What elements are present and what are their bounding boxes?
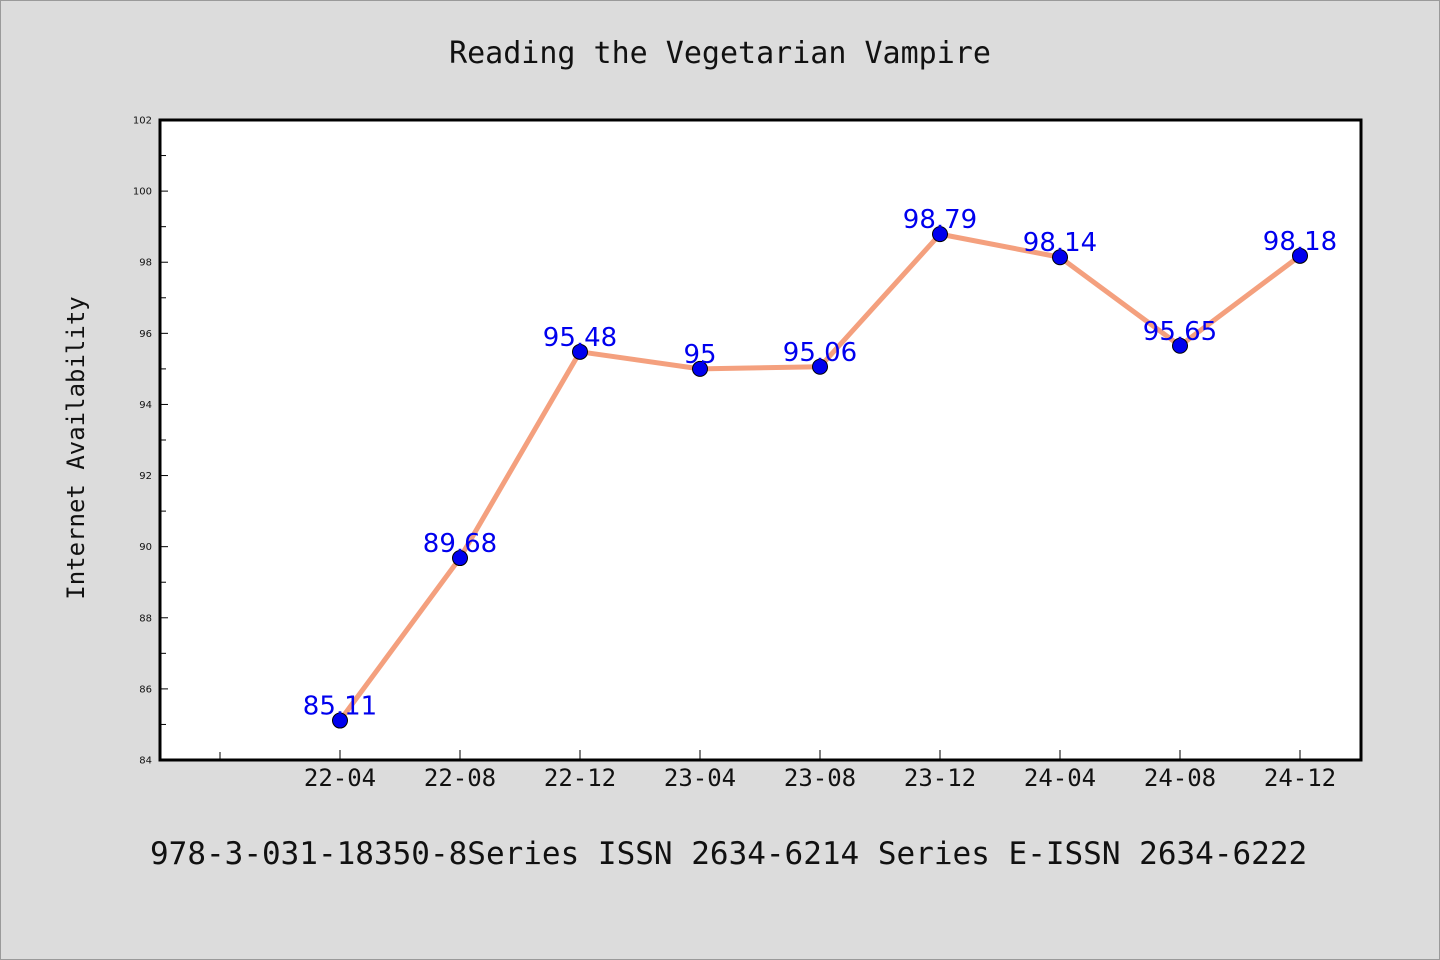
data-point <box>332 712 348 729</box>
y-tick-label: 94 <box>139 400 152 411</box>
y-axis-label: Internet Availability <box>62 296 90 599</box>
data-point <box>812 358 828 375</box>
plot-border <box>158 118 1363 762</box>
y-tick-label: 100 <box>133 187 152 198</box>
y-tick-label: 84 <box>139 756 152 767</box>
x-tick-label: 22-08 <box>424 764 496 792</box>
data-point <box>1172 337 1188 354</box>
data-label: 85.11 <box>303 692 377 722</box>
data-point <box>932 226 948 243</box>
data-label: 95.48 <box>543 323 617 353</box>
y-tick-label: 96 <box>139 329 152 340</box>
data-label: 98.79 <box>903 205 977 235</box>
caption: 978-3-031-18350-8Series ISSN 2634-6214 S… <box>150 836 1307 872</box>
data-point <box>452 550 468 567</box>
x-tick-label: 23-12 <box>904 764 976 792</box>
data-label: 98.14 <box>1023 228 1097 258</box>
x-tick-label: 22-04 <box>304 764 376 792</box>
plot-area <box>160 120 1361 760</box>
y-tick-label: 102 <box>133 116 152 127</box>
data-label: 95.06 <box>783 338 857 368</box>
x-tick-label: 24-08 <box>1144 764 1216 792</box>
y-tick-label: 90 <box>139 542 152 553</box>
y-tick-label: 92 <box>139 471 152 482</box>
series-layer <box>332 226 1308 729</box>
chart-title: Reading the Vegetarian Vampire <box>449 36 991 71</box>
x-tick-label: 23-08 <box>784 764 856 792</box>
y-tick-label: 88 <box>139 613 152 624</box>
data-label: 95 <box>683 340 716 370</box>
x-tick-label: 23-04 <box>664 764 736 792</box>
data-label: 95.65 <box>1143 317 1217 347</box>
x-tick-label: 22-12 <box>544 764 616 792</box>
data-point <box>1052 249 1068 266</box>
x-axis: 22-04 22-08 22-12 23-04 23-08 23-12 24-04 24-08… <box>219 750 1336 792</box>
data-point <box>572 343 588 360</box>
y-tick-label: 98 <box>139 258 152 269</box>
x-tick-label: 24-12 <box>1264 764 1336 792</box>
y-tick-label: 86 <box>139 684 152 695</box>
data-point <box>692 360 708 377</box>
data-point <box>1292 247 1308 264</box>
data-label: 89.68 <box>423 529 497 559</box>
data-labels: 85.11 89.68 95.48 95 95.06 98.79 98.14 95.65 98.… <box>303 205 1337 721</box>
data-label: 98.18 <box>1263 227 1337 257</box>
x-tick-label: 24-04 <box>1024 764 1096 792</box>
